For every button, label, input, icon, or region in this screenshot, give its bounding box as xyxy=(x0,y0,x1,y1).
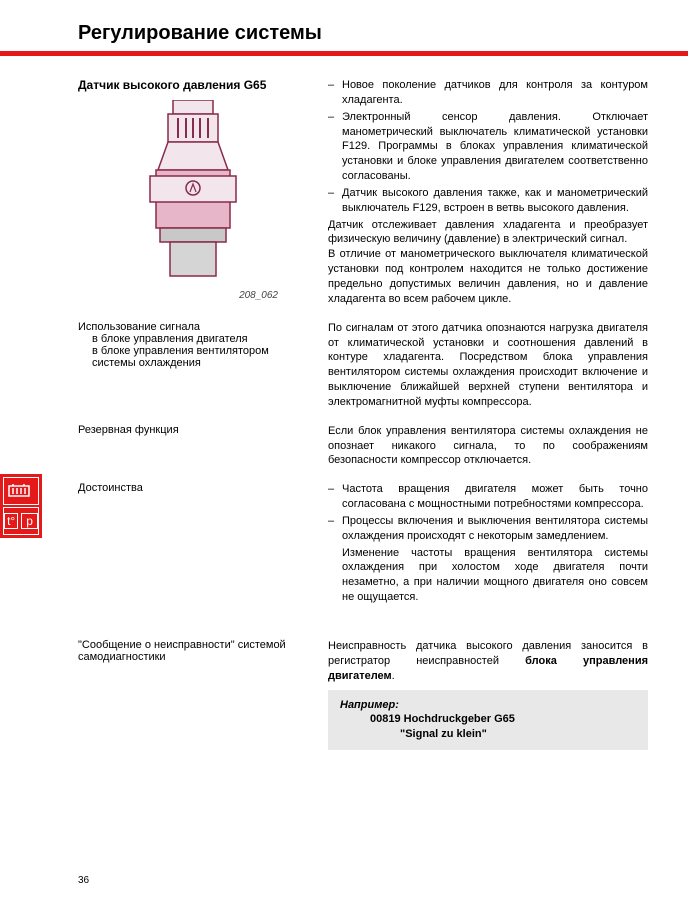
tp-icon: t° p xyxy=(3,507,39,535)
bullet: Датчик высокого давления также, как и ма… xyxy=(328,186,648,216)
section-signal: Использование сигнала в блоке управления… xyxy=(78,321,648,410)
example-signal: "Signal zu klein" xyxy=(340,727,636,742)
content-area: Датчик высокого давления G65 xyxy=(0,56,688,764)
para: В отличие от манометрического выключател… xyxy=(328,247,648,306)
bullet: Новое поколение датчиков для контроля за… xyxy=(328,78,648,108)
battery-icon xyxy=(3,477,39,505)
example-code: 00819 Hochdruckgeber G65 xyxy=(340,712,636,727)
adv-bullets: Частота вращения двигателя может быть то… xyxy=(328,482,648,543)
para: Датчик отслеживает давления хладагента и… xyxy=(328,218,648,248)
diag-text: Неисправность датчика высокого давления … xyxy=(328,639,648,684)
page-title: Регулирование системы xyxy=(0,0,688,51)
section-advantages: Достоинства Частота вращения двигателя м… xyxy=(78,482,648,605)
reserve-text: Если блок управления вентилятора системы… xyxy=(328,424,648,469)
signal-sub1: в блоке управления двигателя xyxy=(78,333,308,345)
sidebar-icons: t° p xyxy=(0,474,42,538)
sensor-svg xyxy=(138,100,248,290)
figure-ref: 208_062 xyxy=(78,290,308,301)
sensor-heading: Датчик высокого давления G65 xyxy=(78,78,308,92)
adv-heading: Достоинства xyxy=(78,482,328,605)
example-label: Например: xyxy=(340,698,636,713)
bullet: Электронный сенсор давления. Отключает м… xyxy=(328,110,648,184)
diag-heading: "Сообщение о неисправности" системой сам… xyxy=(78,639,328,750)
sensor-figure: 208_062 xyxy=(78,92,308,301)
bullet: Частота вращения двигателя может быть то… xyxy=(328,482,648,512)
page-number: 36 xyxy=(78,875,89,886)
signal-heading: Использование сигнала xyxy=(78,321,308,333)
reserve-heading: Резервная функция xyxy=(78,424,328,469)
signal-sub2: в блоке управления вентилятором системы … xyxy=(78,345,308,369)
section-sensor: Датчик высокого давления G65 xyxy=(78,78,648,307)
error-box: Например: 00819 Hochdruckgeber G65 "Sign… xyxy=(328,690,648,751)
diag-post: . xyxy=(392,670,395,682)
battery-icon-svg xyxy=(8,484,34,498)
bullet: Процессы включения и выключения вентилят… xyxy=(328,514,648,544)
t-icon-label: t° xyxy=(4,513,18,529)
sensor-bullets: Новое поколение датчиков для контроля за… xyxy=(328,78,648,216)
signal-text: По сигналам от этого датчика опознаются … xyxy=(328,321,648,410)
adv-para: Изменение частоты вращения вентилятора с… xyxy=(328,546,648,605)
p-icon-label: p xyxy=(21,513,38,529)
section-diagnosis: "Сообщение о неисправности" системой сам… xyxy=(78,639,648,750)
section-reserve: Резервная функция Если блок управления в… xyxy=(78,424,648,469)
